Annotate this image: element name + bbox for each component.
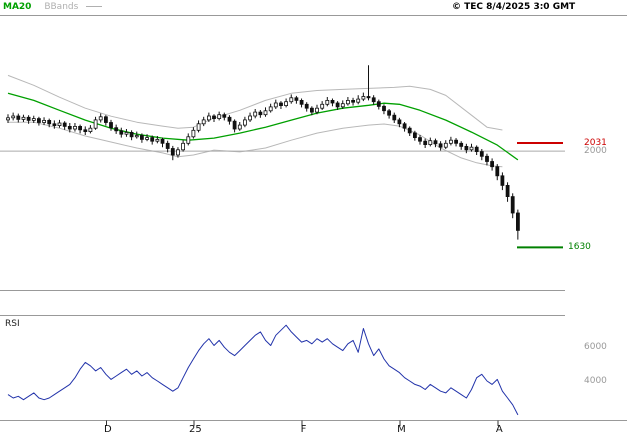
candles-layer xyxy=(6,65,520,240)
x-axis-tick-label: D xyxy=(103,424,112,435)
frame-lines xyxy=(0,15,627,421)
bollinger-upper-line xyxy=(7,74,503,131)
resistance-price-label: 2031 xyxy=(584,138,607,149)
ma20-line xyxy=(7,92,519,161)
rsi-line xyxy=(7,324,519,416)
x-axis-tick-label: M xyxy=(397,424,406,435)
legend-bbands-label: BBands xyxy=(44,2,79,12)
legend-ma20-label: MA20 xyxy=(3,2,32,12)
x-axis-tick-label: F xyxy=(300,424,307,435)
support-price-label: 1630 xyxy=(568,242,591,253)
bollinger-lower-line xyxy=(8,121,503,168)
bbands-line-sample-icon xyxy=(86,6,103,7)
x-axis-tick-marks xyxy=(105,420,499,426)
rsi-panel-label: RSI xyxy=(5,319,20,329)
copyright-text: © TEC 8/4/2025 3:0 GMT xyxy=(452,2,576,12)
reference-price-label: 2000 xyxy=(584,146,607,157)
rsi-axis-label-60: 6000 xyxy=(584,342,607,353)
rsi-axis-label-40: 4000 xyxy=(584,376,607,387)
chart-legend: MA20 BBands xyxy=(3,2,103,13)
x-axis-tick-label: A xyxy=(495,424,503,435)
x-axis-tick-label: 25 xyxy=(189,424,202,435)
